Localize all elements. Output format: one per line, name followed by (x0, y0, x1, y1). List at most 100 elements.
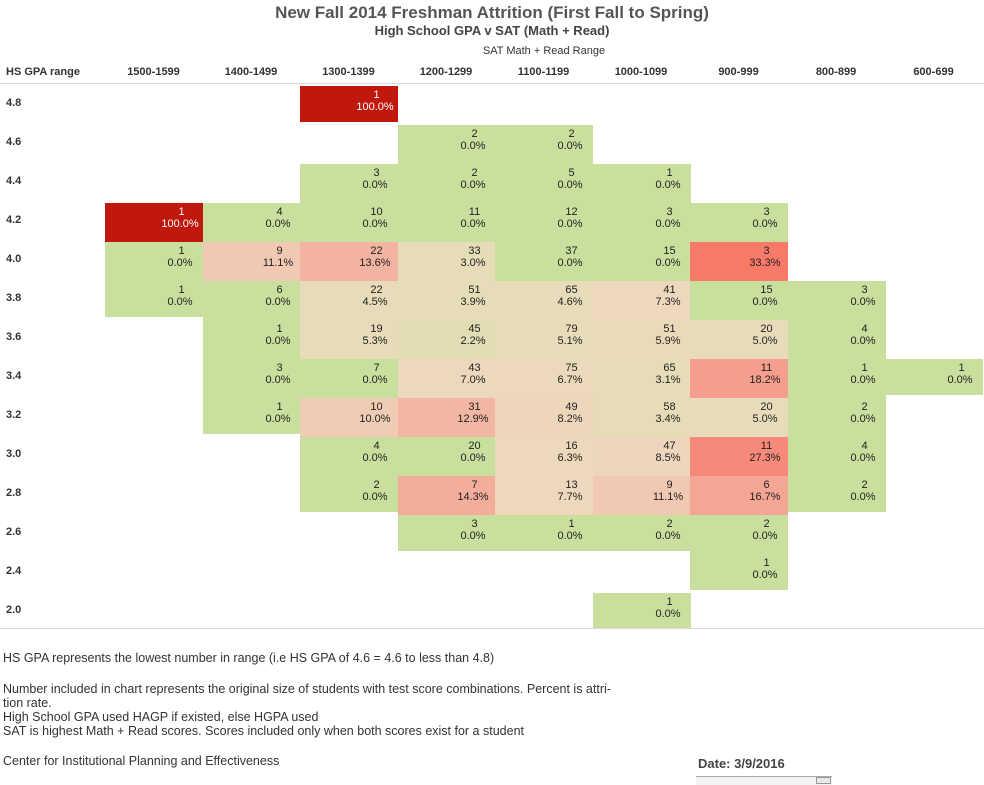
cell-attrition-rate: 0.0% (752, 218, 778, 230)
cell-count: 6 (276, 284, 283, 296)
heatmap-cell[interactable]: 19 5.3% (300, 320, 398, 359)
heatmap-cell[interactable]: 2 0.0% (398, 164, 496, 203)
cell-count: 3 (763, 245, 770, 257)
cell-count: 3 (471, 518, 478, 530)
cell-count: 15 (663, 245, 676, 257)
heatmap-cell[interactable]: 65 3.1% (593, 359, 691, 398)
heatmap-cell[interactable]: 49 8.2% (495, 398, 593, 437)
heatmap-cell[interactable]: 75 6.7% (495, 359, 593, 398)
heatmap-cell[interactable]: 1 0.0% (105, 281, 203, 317)
heatmap-cell[interactable]: 15 0.0% (690, 281, 788, 320)
cell-count: 2 (471, 167, 478, 179)
cell-count: 1 (763, 557, 770, 569)
column-label: 600-699 (913, 66, 954, 78)
heatmap-cell[interactable]: 2 0.0% (495, 125, 593, 164)
heatmap-cell[interactable]: 2 0.0% (690, 515, 788, 554)
cell-attrition-rate: 4.5% (362, 296, 388, 308)
heatmap-cell[interactable]: 2 0.0% (593, 515, 691, 551)
heatmap-cell[interactable]: 1 0.0% (885, 359, 983, 395)
heatmap-cell[interactable]: 16 6.3% (495, 437, 593, 476)
heatmap-cell[interactable]: 3 33.3% (690, 242, 788, 281)
heatmap-cell[interactable]: 6 16.7% (690, 476, 788, 515)
heatmap-cell[interactable]: 3 0.0% (690, 203, 788, 242)
heatmap-cell[interactable]: 1 0.0% (593, 593, 691, 629)
heatmap-cell[interactable]: 2 0.0% (788, 476, 886, 512)
row-label: 2.6 (6, 526, 22, 538)
cell-attrition-rate: 0.0% (850, 452, 876, 464)
heatmap-cell[interactable]: 2 0.0% (300, 476, 398, 512)
heatmap-cell[interactable]: 1 0.0% (495, 515, 593, 551)
heatmap-cell[interactable]: 3 0.0% (593, 203, 691, 242)
heatmap-cell[interactable]: 22 13.6% (300, 242, 398, 281)
heatmap-cell[interactable]: 33 3.0% (398, 242, 496, 281)
cell-count: 1 (178, 245, 185, 257)
heatmap-cell[interactable]: 11 0.0% (398, 203, 496, 242)
heatmap-cell[interactable]: 47 8.5% (593, 437, 691, 476)
heatmap-cell[interactable]: 51 5.9% (593, 320, 691, 359)
cell-attrition-rate: 7.3% (655, 296, 681, 308)
note-sat-source: SAT is highest Math + Read scores. Score… (3, 724, 524, 738)
heatmap-cell[interactable]: 1 0.0% (788, 359, 886, 398)
heatmap-cell[interactable]: 1 100.0% (105, 203, 203, 242)
cell-count: 12 (565, 206, 578, 218)
heatmap-cell[interactable]: 41 7.3% (593, 281, 691, 320)
heatmap-cell[interactable]: 1 0.0% (690, 554, 788, 590)
heatmap-cell[interactable]: 20 5.0% (690, 320, 788, 359)
cell-attrition-rate: 100.0% (356, 101, 394, 113)
heatmap-cell[interactable]: 3 0.0% (300, 164, 398, 203)
heatmap-cell[interactable]: 10 10.0% (300, 398, 398, 437)
date-label: Date: 3/9/2016 (698, 756, 785, 771)
column-label: 1300-1399 (322, 66, 375, 78)
heatmap-cell[interactable]: 45 2.2% (398, 320, 496, 359)
heatmap-cell[interactable]: 1 0.0% (203, 398, 301, 434)
heatmap-cell[interactable]: 65 4.6% (495, 281, 593, 320)
heatmap-cell[interactable]: 22 4.5% (300, 281, 398, 320)
heatmap-cell[interactable]: 20 5.0% (690, 398, 788, 437)
column-label: 1500-1599 (127, 66, 180, 78)
heatmap-cell[interactable]: 11 18.2% (690, 359, 788, 398)
cell-attrition-rate: 7.0% (460, 374, 486, 386)
cell-count: 58 (663, 401, 676, 413)
heatmap-cell[interactable]: 10 0.0% (300, 203, 398, 242)
heatmap-cell[interactable]: 12 0.0% (495, 203, 593, 242)
heatmap-cell[interactable]: 3 0.0% (788, 281, 886, 320)
cell-count: 6 (763, 479, 770, 491)
heatmap-cell[interactable]: 13 7.7% (495, 476, 593, 515)
heatmap-cell[interactable]: 2 0.0% (788, 398, 886, 437)
heatmap-cell[interactable]: 4 0.0% (788, 320, 886, 359)
heatmap-cell[interactable]: 7 14.3% (398, 476, 496, 515)
heatmap-cell[interactable]: 4 0.0% (788, 437, 886, 476)
heatmap-cell[interactable]: 37 0.0% (495, 242, 593, 281)
cell-attrition-rate: 0.0% (265, 335, 291, 347)
heatmap-cell[interactable]: 9 11.1% (203, 242, 301, 281)
heatmap-cell[interactable]: 3 0.0% (398, 515, 496, 551)
heatmap-cell[interactable]: 9 11.1% (593, 476, 691, 515)
cell-count: 47 (663, 440, 676, 452)
heatmap-cell[interactable]: 3 0.0% (203, 359, 301, 398)
chart-title: New Fall 2014 Freshman Attrition (First … (275, 3, 709, 22)
heatmap-cell[interactable]: 6 0.0% (203, 281, 301, 320)
row-label: 3.8 (6, 292, 22, 304)
heatmap-cell[interactable]: 1 0.0% (105, 242, 203, 281)
cell-attrition-rate: 0.0% (362, 374, 388, 386)
heatmap-cell[interactable]: 58 3.4% (593, 398, 691, 437)
heatmap-cell[interactable]: 20 0.0% (398, 437, 496, 476)
heatmap-cell[interactable]: 4 0.0% (300, 437, 398, 476)
heatmap-cell[interactable]: 31 12.9% (398, 398, 496, 437)
heatmap-cell[interactable]: 4 0.0% (203, 203, 301, 242)
heatmap-cell[interactable]: 2 0.0% (398, 125, 496, 164)
heatmap-cell[interactable]: 7 0.0% (300, 359, 398, 398)
cell-attrition-rate: 0.0% (655, 257, 681, 269)
heatmap-cell[interactable]: 1 100.0% (300, 86, 398, 122)
scrollbar-thumb[interactable] (816, 777, 831, 784)
heatmap-cell[interactable]: 15 0.0% (593, 242, 691, 281)
heatmap-cell[interactable]: 79 5.1% (495, 320, 593, 359)
heatmap-cell[interactable]: 1 0.0% (203, 320, 301, 359)
cell-count: 1 (861, 362, 868, 374)
heatmap-cell[interactable]: 5 0.0% (495, 164, 593, 203)
heatmap-cell[interactable]: 1 0.0% (593, 164, 691, 203)
heatmap-cell[interactable]: 51 3.9% (398, 281, 496, 320)
note-gpa-source: High School GPA used HAGP if existed, el… (3, 710, 319, 724)
heatmap-cell[interactable]: 11 27.3% (690, 437, 788, 476)
heatmap-cell[interactable]: 43 7.0% (398, 359, 496, 398)
